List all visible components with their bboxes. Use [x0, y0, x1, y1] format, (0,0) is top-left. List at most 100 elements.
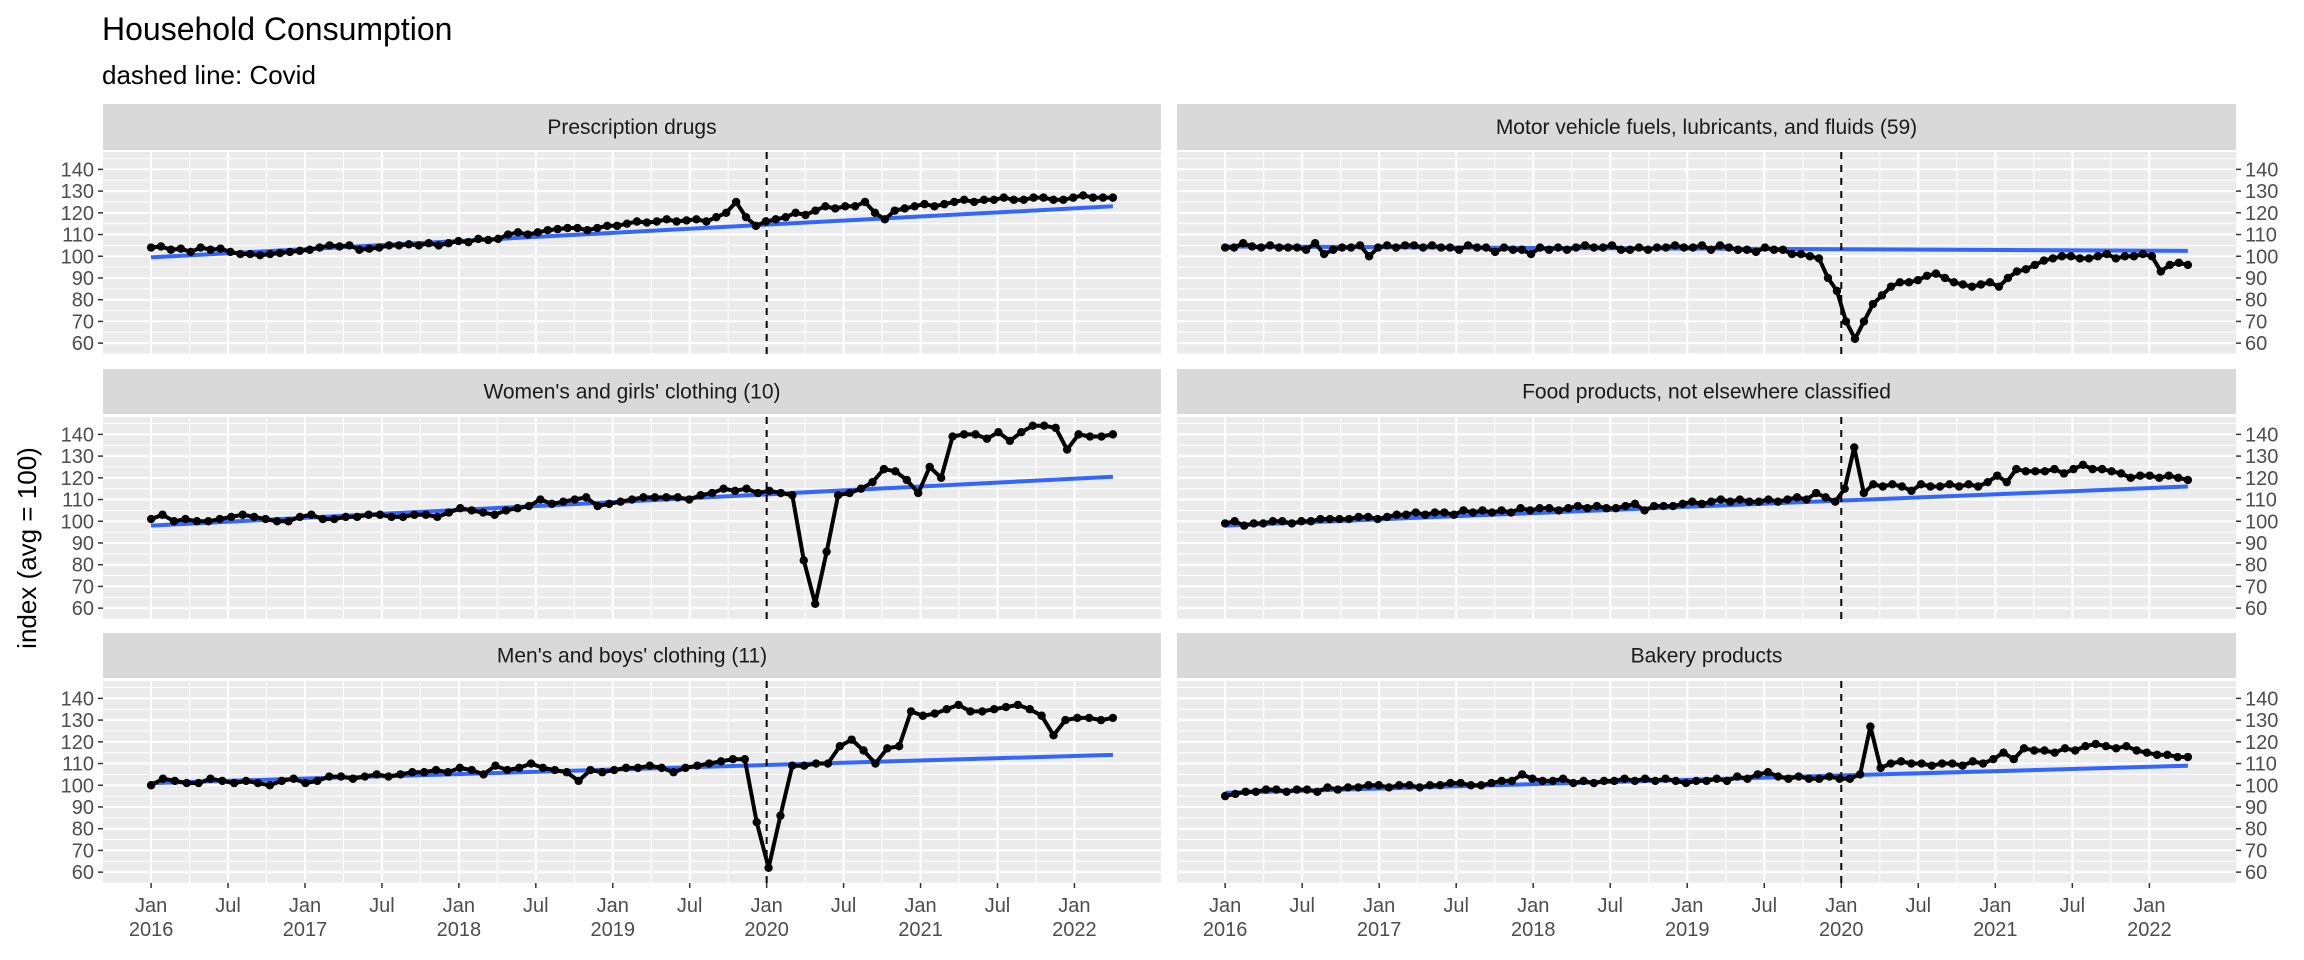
data-point: [669, 768, 678, 777]
data-point: [1931, 269, 1941, 278]
data-point: [1651, 776, 1660, 786]
data-point: [1001, 702, 1011, 712]
data-point: [2002, 477, 2011, 487]
data-point: [1935, 482, 1945, 491]
data-point: [1325, 514, 1335, 524]
data-point: [2048, 254, 2058, 263]
data-point: [1005, 436, 1015, 446]
data-point: [2012, 267, 2022, 276]
data-point: [1459, 506, 1468, 515]
data-point: [1868, 299, 1878, 309]
data-point: [181, 514, 190, 524]
data-point: [218, 776, 227, 786]
data-point: [1517, 245, 1527, 254]
data-point: [682, 216, 691, 225]
data-point: [1220, 791, 1230, 801]
data-point: [1364, 781, 1373, 790]
data-point: [456, 504, 465, 513]
data-point: [1832, 286, 1842, 296]
panel-4: Food products, not elsewhere classified 6…: [1177, 369, 2278, 620]
data-point: [616, 497, 625, 506]
data-point: [622, 219, 632, 228]
data-point: [1405, 781, 1414, 790]
data-point: [948, 432, 957, 441]
data-point: [2040, 467, 2050, 476]
data-point: [408, 768, 417, 777]
data-point: [1743, 774, 1752, 783]
data-point: [840, 202, 850, 211]
data-point: [227, 512, 236, 522]
data-point: [1999, 748, 2008, 757]
x-tick-year-label: 2022: [1052, 919, 1097, 941]
y-tick-label: 120: [2245, 203, 2278, 225]
x-tick-label: Jul: [1751, 895, 1777, 917]
data-point: [847, 735, 856, 744]
y-tick-label: 100: [61, 511, 94, 533]
y-tick-label: 90: [72, 533, 94, 555]
x-tick-label: Jul: [1906, 895, 1932, 917]
data-point: [410, 510, 419, 519]
data-point: [1904, 278, 1914, 287]
data-point: [1773, 772, 1783, 781]
y-tick-label: 130: [2245, 710, 2278, 732]
data-point: [1249, 519, 1258, 528]
data-point: [1108, 713, 1118, 723]
data-point: [1634, 243, 1644, 252]
data-point: [1272, 785, 1281, 794]
data-point: [1869, 480, 1878, 489]
data-point: [1783, 495, 1792, 504]
data-point: [246, 249, 255, 259]
data-point: [2142, 748, 2152, 757]
data-point: [811, 599, 820, 608]
data-point: [1688, 243, 1698, 252]
panel-strip: [103, 104, 1161, 150]
data-point: [883, 744, 892, 753]
y-tick-label: 80: [2245, 819, 2267, 841]
data-point: [1907, 486, 1916, 496]
y-tick-label: 120: [61, 203, 94, 225]
panel-strip: [103, 633, 1161, 678]
y-tick-label: 120: [61, 468, 94, 490]
data-point: [1446, 778, 1455, 788]
data-point: [2111, 254, 2121, 263]
data-point: [2030, 746, 2039, 755]
data-point: [2183, 475, 2193, 485]
data-point: [355, 245, 364, 254]
data-point: [662, 493, 671, 502]
data-point: [673, 493, 683, 502]
x-tick-label: Jul: [677, 895, 703, 917]
data-point: [902, 475, 912, 485]
data-point: [1841, 317, 1851, 326]
data-point: [693, 761, 702, 770]
data-point: [1355, 241, 1365, 250]
x-tick-year-label: 2022: [2127, 919, 2172, 941]
data-point: [894, 741, 904, 751]
data-point: [501, 506, 511, 515]
data-point: [2101, 741, 2111, 751]
data-point: [433, 512, 442, 522]
data-point: [1983, 477, 1992, 487]
data-point: [1670, 241, 1680, 250]
data-point: [364, 510, 373, 519]
data-point: [414, 241, 424, 250]
y-tick-label: 110: [2245, 490, 2277, 512]
data-point: [1886, 282, 1896, 291]
data-point: [1430, 508, 1440, 517]
data-point: [959, 195, 969, 204]
chart-subtitle: dashed line: Covid: [102, 60, 316, 90]
data-point: [1463, 241, 1473, 250]
data-point: [285, 247, 295, 257]
data-point: [2059, 469, 2069, 478]
data-point: [1481, 243, 1491, 252]
panel-strip-label: Bakery products: [1631, 645, 1783, 668]
data-point: [1764, 495, 1773, 504]
data-point: [1229, 243, 1239, 252]
data-point: [226, 247, 235, 257]
data-point: [330, 514, 339, 524]
panel-strip-label: Prescription drugs: [547, 116, 716, 139]
data-point: [536, 495, 545, 504]
data-point: [950, 197, 959, 207]
data-point: [645, 761, 655, 770]
data-point: [365, 244, 374, 253]
